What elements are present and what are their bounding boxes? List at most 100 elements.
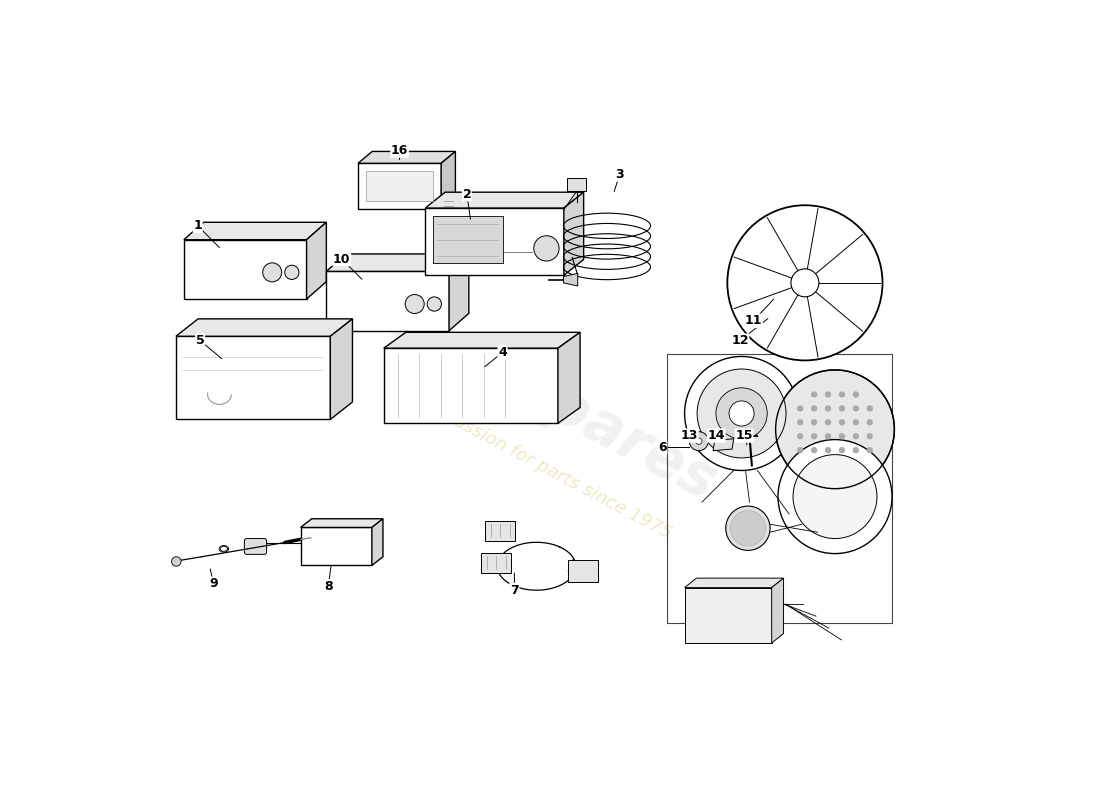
Text: 7: 7 (510, 583, 519, 597)
Polygon shape (563, 274, 578, 286)
Circle shape (811, 461, 817, 467)
Text: 11: 11 (745, 314, 762, 327)
Circle shape (730, 510, 766, 546)
Circle shape (867, 419, 873, 426)
Circle shape (825, 433, 832, 439)
Polygon shape (176, 336, 330, 419)
Circle shape (798, 406, 803, 411)
Circle shape (285, 266, 299, 279)
Circle shape (839, 447, 845, 454)
Circle shape (852, 461, 859, 467)
Circle shape (867, 406, 873, 411)
Circle shape (695, 438, 702, 444)
Circle shape (811, 391, 817, 398)
Polygon shape (558, 332, 580, 423)
Circle shape (793, 454, 877, 538)
Circle shape (825, 419, 832, 426)
Bar (485, 521, 515, 541)
Bar (433, 216, 503, 263)
Text: 3: 3 (615, 168, 624, 181)
Polygon shape (441, 151, 455, 210)
Circle shape (852, 419, 859, 426)
Circle shape (825, 447, 832, 454)
Polygon shape (300, 527, 372, 566)
Text: 10: 10 (333, 253, 351, 266)
Text: 15: 15 (735, 429, 752, 442)
Circle shape (791, 269, 818, 297)
Circle shape (263, 263, 282, 282)
Circle shape (839, 391, 845, 398)
Polygon shape (358, 151, 455, 163)
Text: 2: 2 (462, 188, 471, 201)
Polygon shape (772, 578, 783, 643)
Circle shape (852, 406, 859, 411)
Circle shape (684, 357, 799, 470)
Text: eurospares: eurospares (374, 288, 726, 512)
Polygon shape (366, 171, 433, 202)
Circle shape (852, 447, 859, 454)
Polygon shape (327, 254, 469, 271)
Circle shape (690, 432, 708, 450)
Text: 4: 4 (498, 346, 507, 359)
Text: 13: 13 (681, 429, 698, 442)
Circle shape (427, 297, 441, 311)
Polygon shape (684, 578, 783, 588)
Circle shape (839, 406, 845, 411)
FancyBboxPatch shape (244, 538, 266, 554)
Circle shape (778, 439, 892, 554)
Polygon shape (684, 588, 772, 643)
Circle shape (697, 369, 786, 458)
Circle shape (716, 388, 767, 439)
Polygon shape (384, 348, 558, 423)
Polygon shape (358, 163, 441, 210)
Polygon shape (184, 222, 327, 240)
Text: 6: 6 (658, 441, 667, 454)
Circle shape (798, 447, 803, 454)
Bar (481, 553, 512, 573)
Circle shape (811, 433, 817, 439)
Text: 1: 1 (194, 219, 202, 232)
Circle shape (867, 433, 873, 439)
Circle shape (534, 236, 559, 261)
Text: 12: 12 (732, 334, 749, 347)
Polygon shape (372, 518, 383, 566)
Polygon shape (426, 192, 584, 208)
Polygon shape (713, 438, 734, 450)
Circle shape (839, 461, 845, 467)
Polygon shape (426, 208, 564, 275)
Circle shape (726, 506, 770, 550)
Polygon shape (184, 240, 307, 299)
Circle shape (811, 406, 817, 411)
Circle shape (825, 461, 832, 467)
Circle shape (798, 433, 803, 439)
Polygon shape (300, 518, 383, 527)
Text: 16: 16 (390, 144, 408, 157)
Text: 9: 9 (209, 577, 218, 590)
Polygon shape (307, 222, 327, 299)
Circle shape (852, 391, 859, 398)
Circle shape (839, 433, 845, 439)
Text: 8: 8 (324, 579, 332, 593)
Bar (568, 178, 586, 191)
Circle shape (811, 447, 817, 454)
Polygon shape (564, 192, 584, 275)
Circle shape (852, 433, 859, 439)
Polygon shape (449, 254, 469, 330)
Polygon shape (384, 332, 580, 348)
Text: 14: 14 (707, 429, 725, 442)
Circle shape (798, 419, 803, 426)
Text: a passion for parts since 1975: a passion for parts since 1975 (426, 399, 674, 543)
Circle shape (172, 557, 182, 566)
Circle shape (729, 401, 755, 426)
Circle shape (727, 206, 882, 361)
Polygon shape (327, 271, 449, 330)
Bar (667, 354, 892, 623)
Circle shape (839, 419, 845, 426)
Bar (569, 560, 598, 582)
Circle shape (825, 406, 832, 411)
Circle shape (811, 419, 817, 426)
Circle shape (405, 294, 425, 314)
Polygon shape (330, 319, 352, 419)
Text: 5: 5 (196, 334, 205, 347)
Circle shape (867, 447, 873, 454)
